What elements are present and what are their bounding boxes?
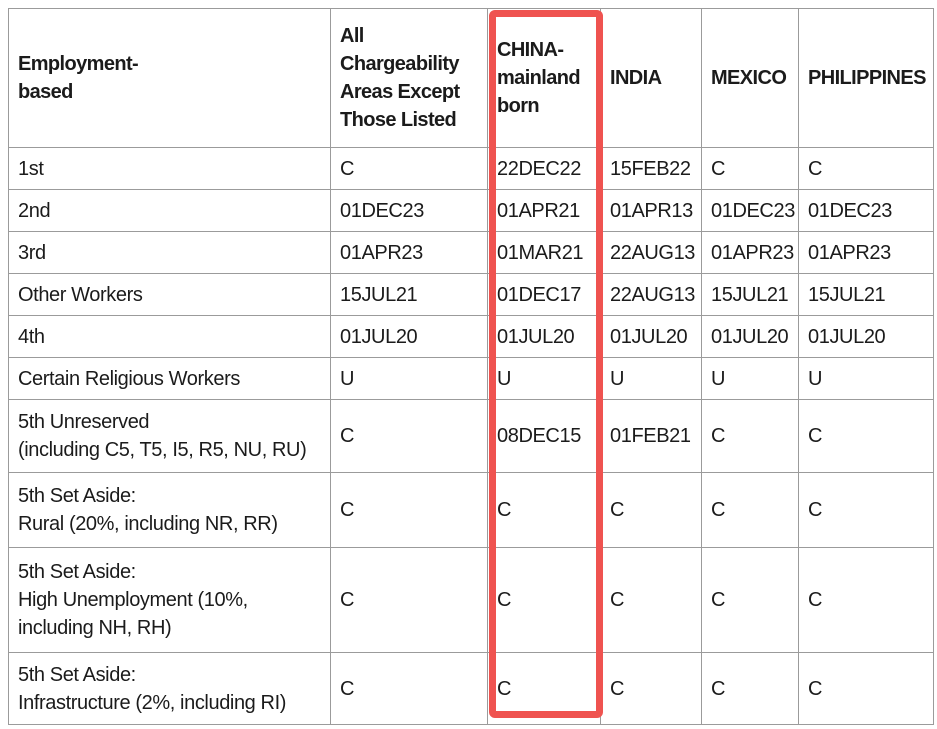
column-header-philippines: PHILIPPINES xyxy=(798,8,934,148)
date-cell: 01APR21 xyxy=(487,189,601,232)
date-cell: U xyxy=(330,357,488,400)
date-cell: 01JUL20 xyxy=(600,315,702,358)
date-cell: C xyxy=(701,399,799,473)
date-cell: 15JUL21 xyxy=(701,273,799,316)
date-cell: U xyxy=(798,357,934,400)
date-cell: 22DEC22 xyxy=(487,147,601,190)
column-header-all-chargeability: All Chargeability Areas Except Those Lis… xyxy=(330,8,488,148)
date-cell: 15JUL21 xyxy=(330,273,488,316)
table-row-2nd: 2nd 01DEC23 01APR21 01APR13 01DEC23 01DE… xyxy=(8,189,934,232)
date-cell: C xyxy=(701,547,799,653)
row-label: 1st xyxy=(8,147,331,190)
table-row-5th-set-aside-rural: 5th Set Aside: Rural (20%, including NR,… xyxy=(8,472,934,548)
date-cell: U xyxy=(701,357,799,400)
column-header-employment-based: Employment- based xyxy=(8,8,331,148)
date-cell: 22AUG13 xyxy=(600,273,702,316)
date-cell: U xyxy=(487,357,601,400)
row-label: 5th Set Aside: High Unemployment (10%, i… xyxy=(8,547,331,653)
row-label: 5th Set Aside: Infrastructure (2%, inclu… xyxy=(8,652,331,725)
date-cell: C xyxy=(600,547,702,653)
date-cell: C xyxy=(330,399,488,473)
date-cell: 22AUG13 xyxy=(600,231,702,274)
table-row-1st: 1st C 22DEC22 15FEB22 C C xyxy=(8,147,934,190)
date-cell: C xyxy=(798,472,934,548)
date-cell: 01APR23 xyxy=(798,231,934,274)
table-row-5th-set-aside-infrastructure: 5th Set Aside: Infrastructure (2%, inclu… xyxy=(8,652,934,725)
table-row-5th-set-aside-high-unemployment: 5th Set Aside: High Unemployment (10%, i… xyxy=(8,547,934,653)
date-cell: 01JUL20 xyxy=(701,315,799,358)
row-label: 4th xyxy=(8,315,331,358)
date-cell: U xyxy=(600,357,702,400)
table-row-other-workers: Other Workers 15JUL21 01DEC17 22AUG13 15… xyxy=(8,273,934,316)
date-cell: C xyxy=(798,547,934,653)
date-cell: C xyxy=(798,652,934,725)
column-header-india: INDIA xyxy=(600,8,702,148)
table-row-3rd: 3rd 01APR23 01MAR21 22AUG13 01APR23 01AP… xyxy=(8,231,934,274)
row-label: 5th Set Aside: Rural (20%, including NR,… xyxy=(8,472,331,548)
date-cell: 08DEC15 xyxy=(487,399,601,473)
row-label: 5th Unreserved (including C5, T5, I5, R5… xyxy=(8,399,331,473)
date-cell: C xyxy=(600,652,702,725)
date-cell: C xyxy=(600,472,702,548)
row-label: 2nd xyxy=(8,189,331,232)
date-cell: C xyxy=(330,652,488,725)
date-cell: C xyxy=(330,147,488,190)
date-cell: C xyxy=(330,472,488,548)
date-cell: C xyxy=(487,547,601,653)
date-cell: C xyxy=(798,399,934,473)
date-cell: 01MAR21 xyxy=(487,231,601,274)
date-cell: C xyxy=(701,652,799,725)
date-cell: 01FEB21 xyxy=(600,399,702,473)
column-header-china-mainland-born: CHINA- mainland born xyxy=(487,8,601,148)
row-label: Other Workers xyxy=(8,273,331,316)
date-cell: 01APR13 xyxy=(600,189,702,232)
date-cell: 01APR23 xyxy=(330,231,488,274)
table-row-5th-unreserved: 5th Unreserved (including C5, T5, I5, R5… xyxy=(8,399,934,473)
table-row-4th: 4th 01JUL20 01JUL20 01JUL20 01JUL20 01JU… xyxy=(8,315,934,358)
date-cell: 01JUL20 xyxy=(330,315,488,358)
date-cell: C xyxy=(487,472,601,548)
date-cell: 01APR23 xyxy=(701,231,799,274)
date-cell: 15JUL21 xyxy=(798,273,934,316)
date-cell: C xyxy=(487,652,601,725)
date-cell: C xyxy=(798,147,934,190)
column-header-mexico: MEXICO xyxy=(701,8,799,148)
row-label: 3rd xyxy=(8,231,331,274)
row-label: Certain Religious Workers xyxy=(8,357,331,400)
date-cell: 01JUL20 xyxy=(487,315,601,358)
date-cell: C xyxy=(701,147,799,190)
visa-bulletin-table: Employment- based All Chargeability Area… xyxy=(8,8,934,725)
date-cell: 01DEC23 xyxy=(798,189,934,232)
date-cell: C xyxy=(701,472,799,548)
date-cell: 15FEB22 xyxy=(600,147,702,190)
date-cell: C xyxy=(330,547,488,653)
table-row-certain-religious-workers: Certain Religious Workers U U U U U xyxy=(8,357,934,400)
header-row: Employment- based All Chargeability Area… xyxy=(8,8,934,148)
date-cell: 01DEC17 xyxy=(487,273,601,316)
date-cell: 01DEC23 xyxy=(701,189,799,232)
date-cell: 01DEC23 xyxy=(330,189,488,232)
date-cell: 01JUL20 xyxy=(798,315,934,358)
